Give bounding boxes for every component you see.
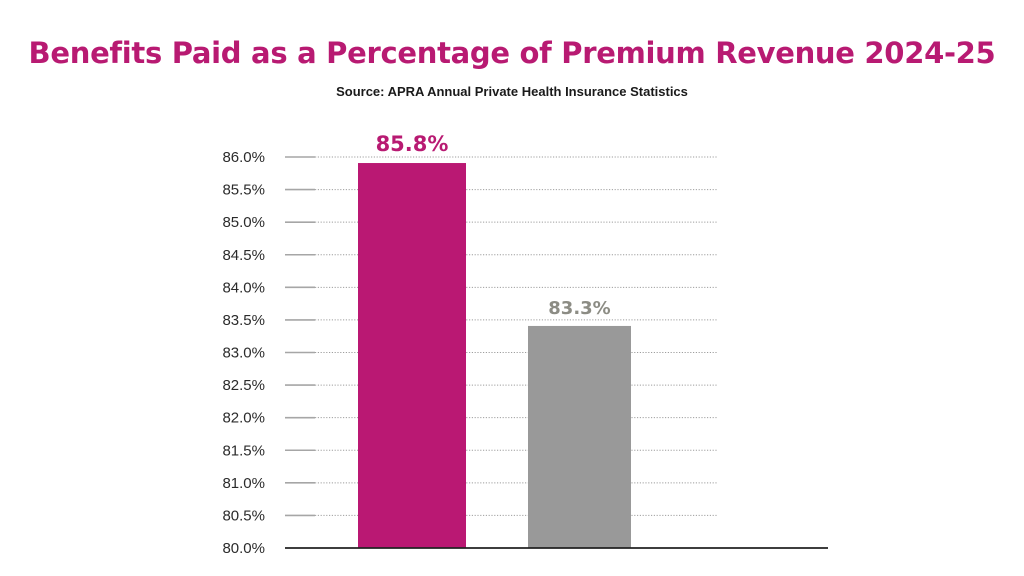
- y-tick-label: 81.5%: [222, 442, 265, 459]
- data-label-2: 83.3%: [548, 298, 610, 319]
- y-tick-label: 82.0%: [222, 410, 265, 427]
- y-axis-ticks: 80.0% 80.5% 81.0% 81.5% 82.0% 82.5% 83.0% 83.5%…: [222, 149, 265, 557]
- y-tick-label: 84.5%: [222, 247, 265, 264]
- y-tick-label: 80.5%: [222, 507, 265, 524]
- bars: [358, 163, 631, 549]
- bar-1: [358, 163, 466, 549]
- data-labels: 85.8% 83.3%: [376, 132, 611, 319]
- data-label-1: 85.8%: [376, 132, 449, 156]
- y-tick-label: 81.0%: [222, 475, 265, 492]
- y-tick-label: 83.0%: [222, 345, 265, 362]
- y-tick-label: 82.5%: [222, 377, 265, 394]
- gridlines: [285, 156, 718, 517]
- bar-2: [528, 325, 631, 548]
- y-tick-label: 84.0%: [222, 279, 265, 296]
- y-tick-label: 86.0%: [222, 149, 265, 166]
- chart-subtitle: Source: APRA Annual Private Health Insur…: [336, 84, 688, 99]
- chart-title: Benefits Paid as a Percentage of Premium…: [28, 36, 996, 70]
- y-tick-label: 80.0%: [222, 540, 265, 557]
- y-tick-label: 85.0%: [222, 214, 265, 231]
- y-tick-label: 85.5%: [222, 182, 265, 199]
- y-tick-label: 83.5%: [222, 312, 265, 329]
